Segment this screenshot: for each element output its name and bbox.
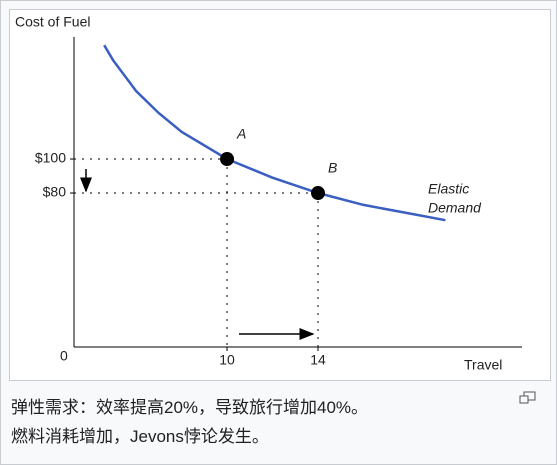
point-label: A (236, 126, 246, 142)
point (220, 152, 235, 167)
origin-label: 0 (60, 348, 68, 364)
y-tick-label: $100 (35, 150, 66, 166)
point (311, 186, 326, 201)
y-tick-label: $80 (43, 184, 67, 200)
caption-line: 弹性需求：效率提高20%，导致旅行增加40%。 (11, 398, 369, 417)
x-tick-label: 14 (310, 352, 326, 368)
caption-line: 燃料消耗增加，Jevons悖论发生。 (11, 427, 269, 446)
enlarge-icon[interactable] (519, 391, 537, 405)
curve-label: Demand (428, 200, 482, 216)
x-tick-label: 10 (219, 352, 235, 368)
demand-curve (103, 44, 446, 222)
x-axis-label: Travel (464, 357, 502, 373)
point-label: B (328, 160, 337, 176)
y-axis-label: Cost of Fuel (15, 14, 90, 30)
curve-label: Elastic (428, 181, 469, 197)
chart: Cost of Fuel Travel 0 $100 $80 10 14 Elastic… (9, 9, 551, 381)
